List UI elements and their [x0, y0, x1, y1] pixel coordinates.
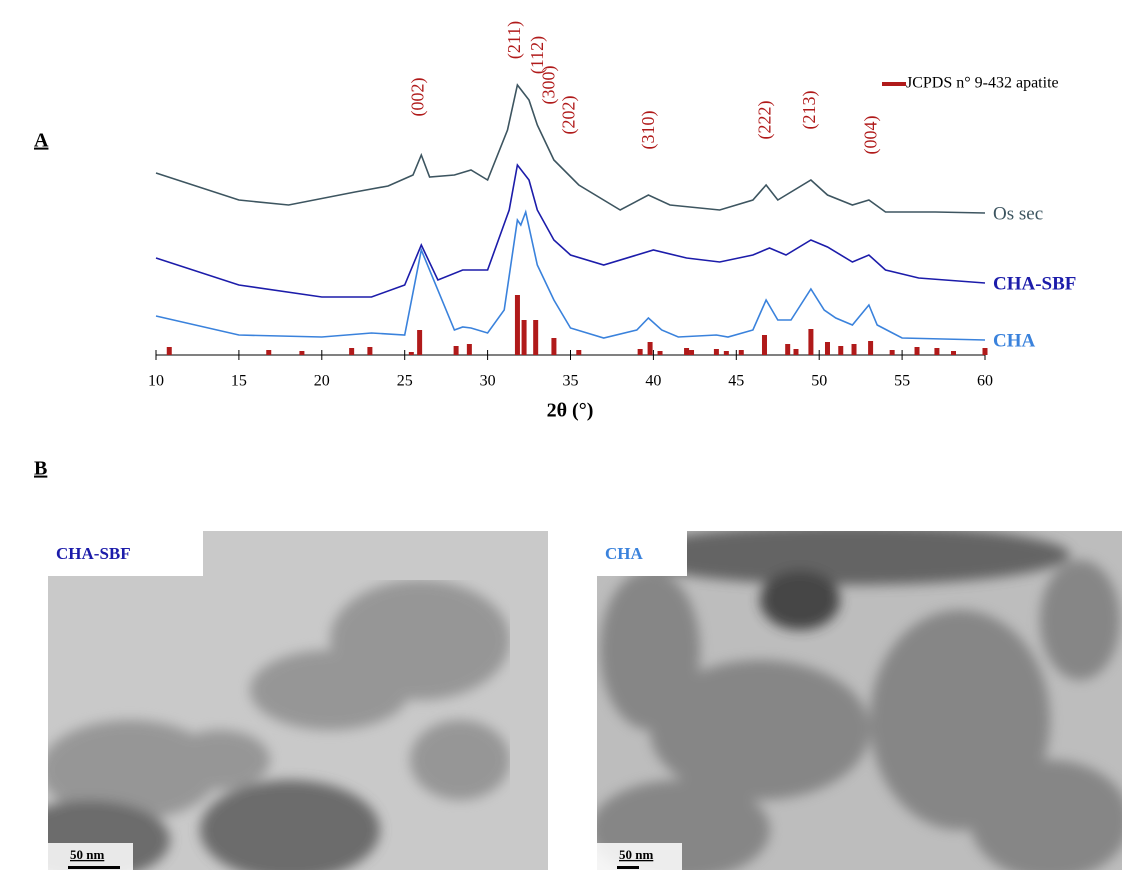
scale-label: 50 nm — [619, 847, 653, 862]
x-tick-label: 50 — [811, 373, 827, 390]
reference-bar — [367, 347, 373, 355]
reference-bar — [914, 347, 920, 355]
reference-bar — [808, 329, 814, 355]
reference-bar — [785, 344, 791, 355]
reference-bar — [453, 346, 459, 355]
reference-bar — [637, 349, 643, 355]
reference-bar — [466, 344, 472, 355]
reference-bar — [713, 349, 719, 355]
scale-bar — [617, 866, 639, 869]
scale-label: 50 nm — [70, 847, 104, 862]
peak-label: (004) — [860, 116, 881, 155]
reference-bar — [689, 350, 695, 355]
reference-bar — [349, 348, 355, 355]
x-tick-label: 20 — [314, 373, 330, 390]
scale-box — [48, 843, 133, 870]
peak-label: (211) — [504, 21, 525, 59]
reference-bar — [521, 320, 527, 355]
panel-label: A — [34, 130, 49, 152]
reference-bar — [851, 344, 857, 355]
peak-label: (213) — [799, 91, 820, 130]
legend-label: JCPDS n° 9-432 apatite — [906, 75, 1059, 92]
tem-image-right — [597, 531, 1122, 870]
peak-label: (300) — [539, 66, 560, 105]
reference-bar — [868, 341, 874, 355]
peak-label: (310) — [638, 111, 659, 150]
xrd-curve — [155, 163, 986, 298]
reference-bar — [934, 348, 940, 355]
reference-bar — [824, 342, 830, 355]
x-tick-label: 25 — [397, 373, 413, 390]
x-tick-label: 15 — [231, 373, 247, 390]
xrd-curve — [155, 83, 986, 214]
reference-bar — [793, 349, 799, 355]
image-label: CHA-SBF — [56, 544, 131, 563]
panel-label: B — [34, 458, 47, 480]
reference-bar — [166, 347, 172, 355]
image-label: CHA — [605, 544, 644, 563]
x-tick-label: 35 — [563, 373, 579, 390]
x-tick-label: 10 — [148, 373, 164, 390]
reference-bar — [723, 351, 729, 355]
scale-box — [597, 843, 682, 870]
x-tick-label: 55 — [894, 373, 910, 390]
x-tick-label: 60 — [977, 373, 993, 390]
image-label-box — [48, 531, 203, 576]
scale-bar — [68, 866, 120, 869]
reference-bar — [576, 350, 582, 355]
series-label: Os sec — [993, 203, 1043, 224]
x-tick-label: 45 — [728, 373, 744, 390]
reference-bar — [838, 346, 844, 355]
reference-bar — [408, 352, 414, 355]
image-label-box — [597, 531, 687, 576]
peak-label: (112) — [527, 36, 548, 74]
x-tick-label: 40 — [645, 373, 661, 390]
reference-bar — [514, 295, 520, 355]
reference-bar — [684, 348, 690, 355]
reference-bar — [889, 350, 895, 355]
reference-bar — [647, 342, 653, 355]
reference-bar — [738, 350, 744, 355]
tem-image-left — [48, 531, 548, 870]
peak-label: (222) — [754, 101, 775, 140]
x-axis-label: 2θ (°) — [547, 400, 594, 422]
reference-bar — [657, 351, 663, 355]
xrd-curve — [155, 209, 986, 341]
x-tick-label: 30 — [480, 373, 496, 390]
reference-bar — [982, 348, 988, 355]
reference-bar — [761, 335, 767, 355]
peak-label: (002) — [408, 78, 429, 117]
reference-bar — [950, 351, 956, 355]
series-label: CHA — [993, 330, 1036, 351]
peak-label: (202) — [559, 96, 580, 135]
reference-bar — [533, 320, 539, 355]
reference-bar — [266, 350, 272, 355]
reference-bar — [417, 330, 423, 355]
reference-bar — [299, 351, 305, 355]
reference-bar — [551, 338, 557, 355]
series-label: CHA-SBF — [993, 273, 1076, 294]
